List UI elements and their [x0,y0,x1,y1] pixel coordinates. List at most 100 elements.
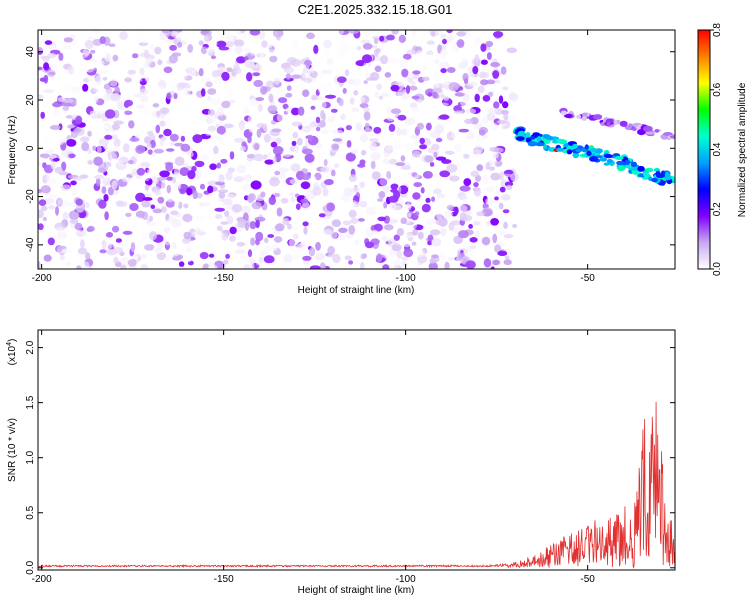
noise-blob [177,254,184,260]
noise-blob [246,72,253,82]
noise-blob [371,204,377,213]
noise-blob [512,223,517,229]
noise-blob [351,200,357,208]
noise-blob [503,112,509,121]
signal-tracks [512,107,675,186]
noise-blob [146,143,152,148]
noise-blob [398,185,409,195]
noise-blob [363,107,370,112]
noise-blob [95,177,101,187]
noise-blob [40,185,51,194]
noise-blob [485,197,495,206]
noise-blob [440,93,445,99]
noise-blob [480,43,487,52]
noise-blob [109,152,117,161]
noise-blob [243,264,250,269]
noise-blob [63,37,73,43]
noise-blob [302,89,310,97]
noise-blob [308,134,313,142]
noise-blob [247,249,253,258]
noise-blob [109,117,115,125]
noise-blob [247,115,254,124]
noise-blob [344,255,352,261]
noise-blob [380,92,391,97]
noise-blob [62,84,73,90]
noise-blob [177,82,188,88]
noise-blob [47,237,55,246]
noise-blob [444,261,450,269]
noise-blob [427,234,434,242]
noise-blob [149,231,157,241]
noise-blob [88,62,99,68]
noise-blob [378,191,386,199]
noise-blob [40,111,45,119]
noise-blob [216,107,225,117]
noise-blob [392,113,399,118]
noise-blob [170,141,175,147]
noise-blob [174,201,180,207]
noise-blob [285,73,292,80]
noise-blob [140,95,149,103]
noise-blob [492,31,504,38]
x-tick-label: -150 [214,273,234,284]
noise-blob [438,102,449,107]
noise-blob [332,138,342,142]
noise-blob [252,72,261,77]
noise-blob [205,46,214,54]
noise-blob [169,133,179,142]
noise-blob [289,185,297,192]
noise-blob [249,30,261,36]
noise-blob [494,244,502,253]
noise-blob [115,200,124,207]
noise-blob [492,152,499,159]
signal-blob [581,116,587,121]
noise-blob [233,39,245,47]
noise-blob [318,120,326,128]
noise-blob [129,203,139,211]
noise-blob [87,225,95,232]
noise-blob [46,69,56,78]
signal-blob [645,131,655,135]
noise-blob [146,169,152,174]
noise-blob [178,261,185,267]
noise-blob [415,50,425,57]
noise-blob [411,241,417,246]
noise-blob [44,40,53,45]
signal-blob [630,161,638,167]
noise-blob [177,175,185,184]
signal-blob [543,138,551,145]
noise-blob [247,135,252,144]
noise-blob [130,58,139,68]
noise-blob [363,30,372,37]
signal-blob [575,148,582,153]
noise-blob [510,172,519,182]
noise-blob [56,245,67,250]
noise-blob [179,167,189,177]
noise-blob [136,167,146,176]
noise-blob [312,186,322,196]
signal-blob [560,110,568,116]
noise-blob [309,261,315,266]
noise-blob [70,180,77,186]
noise-blob [68,210,80,220]
noise-blob [248,47,259,56]
noise-blob [159,170,171,178]
noise-blob [410,135,421,139]
noise-blob [360,261,365,269]
noise-blob [310,105,316,110]
noise-blob [412,192,421,200]
noise-blob [443,95,450,101]
signal-blob [589,156,598,162]
noise-blob [487,107,499,114]
noise-blob [167,198,174,203]
signal-blob [655,173,666,179]
noise-blob [203,243,214,249]
noise-blob [199,183,206,190]
noise-blobs [38,30,519,269]
noise-blob [48,205,56,210]
noise-blob [90,243,97,252]
noise-blob [406,142,415,152]
noise-blob [43,173,50,183]
noise-blob [255,238,260,246]
